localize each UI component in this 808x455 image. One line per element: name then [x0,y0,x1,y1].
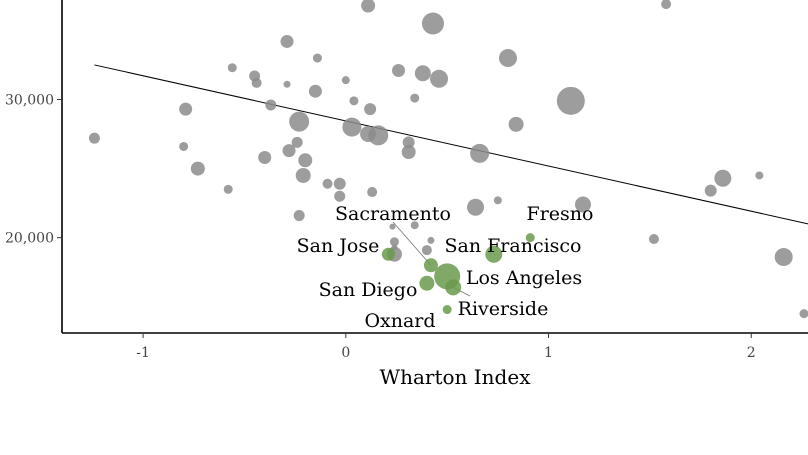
plot-area [88,0,808,319]
label-san-diego: San Diego [319,279,418,301]
point-other-19 [349,96,359,106]
point-other-31 [401,144,416,159]
point-other-18 [265,99,277,111]
point-other-55 [410,221,419,230]
point-other-42 [704,184,717,197]
point-other-30 [282,144,296,158]
point-other-47 [467,198,485,216]
point-other-49 [648,234,659,245]
point-other-44 [367,187,378,198]
point-fresno [525,233,535,243]
point-san-francisco [485,245,503,263]
point-other-8 [251,77,262,88]
point-other-34 [258,151,272,165]
point-other-14 [308,84,322,98]
point-other-43 [334,190,346,202]
point-sacramento [423,258,438,273]
point-other-29 [179,141,189,151]
point-other-20 [364,103,377,116]
point-other-46 [574,196,591,213]
y-tick-label-1: 30,000 [5,92,54,108]
x-tick-label-3: 2 [747,345,756,361]
point-other-10 [414,65,431,82]
point-other-15 [410,93,420,103]
california-metro-points [381,233,535,315]
point-other-1 [661,0,672,10]
label-los-angeles: Los Angeles [466,267,582,289]
point-riverside [445,279,462,296]
label-fresno: Fresno [527,203,594,225]
point-other-36 [295,167,311,183]
point-other-33 [298,153,313,168]
point-other-6 [227,63,237,73]
point-other-22 [342,117,362,137]
point-other-0 [361,0,376,13]
point-other-21 [289,111,310,132]
point-other-11 [430,69,449,88]
label-sacramento: Sacramento [335,203,451,225]
point-other-3 [280,34,294,48]
point-other-41 [223,184,233,194]
point-other-13 [283,80,291,88]
point-other-38 [755,171,764,180]
point-other-58 [427,236,435,244]
point-san-diego [419,275,435,291]
point-other-54 [421,245,432,256]
point-other-52 [391,244,398,251]
y-tick-label-0: 20,000 [5,231,54,247]
point-san-jose [381,247,395,261]
trend-line [94,64,808,225]
point-other-57 [389,223,396,230]
point-other-53 [774,248,793,267]
label-san-jose: San Jose [297,235,380,257]
label-san-francisco: San Francisco [445,235,582,257]
point-other-50 [389,237,399,247]
point-other-35 [190,161,205,176]
x-axis-title: Wharton Index [380,365,532,389]
point-other-2 [421,12,444,35]
point-other-4 [498,49,517,68]
point-other-32 [470,143,490,163]
point-other-27 [291,136,303,148]
other-metro-points [88,0,808,319]
point-other-24 [508,116,524,132]
point-other-28 [402,136,415,149]
point-other-16 [556,86,585,115]
point-other-39 [322,178,333,189]
point-other-25 [368,125,389,146]
x-axis-ticks: -1 0 1 2 [136,333,756,361]
leader-sacramento [392,221,432,266]
point-other-37 [714,169,732,187]
point-oxnard [442,305,452,315]
x-tick-label-2: 1 [544,345,553,361]
point-other-12 [341,76,350,85]
x-tick-label-0: -1 [136,345,150,361]
point-other-56 [799,309,808,319]
point-other-48 [293,210,305,222]
x-tick-label-1: 0 [341,345,350,361]
y-axis-ticks: 20,000 30,000 [5,92,62,247]
label-oxnard: Oxnard [364,310,435,332]
city-labels: Sacramento Fresno San Jose San Francisco… [297,203,594,332]
point-other-40 [333,177,346,190]
label-riverside: Riverside [458,298,549,320]
point-other-26 [88,132,100,144]
point-other-5 [312,53,322,63]
point-other-17 [179,102,193,116]
point-other-45 [493,196,502,205]
point-other-9 [392,63,406,77]
